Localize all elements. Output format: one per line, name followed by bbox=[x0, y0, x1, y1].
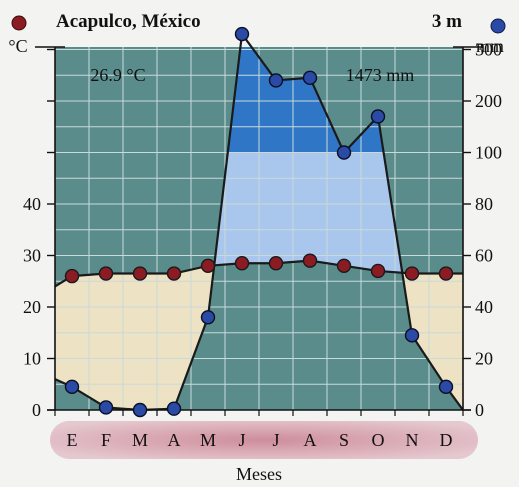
left-tick-label: 30 bbox=[23, 246, 41, 266]
left-tick-label: 40 bbox=[23, 194, 41, 214]
precipitation-point bbox=[438, 379, 454, 395]
precipitation-point bbox=[234, 26, 250, 42]
chart-title: Acapulco, México bbox=[56, 11, 201, 32]
temperature-point bbox=[302, 253, 318, 268]
precipitation-point bbox=[336, 145, 352, 160]
temperature-point bbox=[336, 258, 352, 273]
temperature-point bbox=[132, 266, 148, 281]
precipitation-legend-dot bbox=[490, 18, 506, 34]
temperature-point bbox=[98, 266, 114, 281]
precipitation-point bbox=[166, 401, 182, 416]
precipitation-unit: mm bbox=[476, 36, 504, 56]
annual-temperature: 26.9 °C bbox=[90, 65, 145, 85]
temperature-point bbox=[438, 266, 454, 281]
right-tick-label: 60 bbox=[475, 246, 493, 266]
month-label: E bbox=[67, 430, 78, 450]
right-tick-label: 0 bbox=[475, 400, 484, 420]
month-label: J bbox=[238, 430, 245, 450]
month-label: S bbox=[339, 430, 349, 450]
precipitation-point bbox=[370, 109, 386, 124]
left-tick-label: 20 bbox=[23, 297, 41, 317]
temperature-point bbox=[200, 258, 216, 273]
annual-precipitation: 1473 mm bbox=[346, 65, 415, 85]
grid bbox=[55, 47, 463, 410]
right-tick-label: 40 bbox=[475, 297, 493, 317]
temperature-point bbox=[268, 256, 284, 271]
month-label: F bbox=[101, 430, 111, 450]
precipitation-point bbox=[200, 310, 216, 325]
altitude-label: 3 m bbox=[432, 11, 462, 32]
month-label: A bbox=[304, 430, 317, 450]
month-label: J bbox=[272, 430, 279, 450]
right-tick-label: 20 bbox=[475, 349, 493, 369]
precipitation-point bbox=[268, 73, 284, 88]
precipitation-point bbox=[132, 402, 148, 418]
right-tick-label: 80 bbox=[475, 194, 493, 214]
temperature-legend-dot bbox=[11, 15, 27, 31]
precipitation-point bbox=[64, 379, 80, 395]
precipitation-point bbox=[404, 328, 420, 343]
temperature-point bbox=[370, 263, 386, 279]
month-label: M bbox=[200, 430, 216, 450]
month-label: O bbox=[372, 430, 385, 450]
month-label: M bbox=[132, 430, 148, 450]
temperature-point bbox=[404, 266, 420, 281]
temperature-point bbox=[64, 268, 80, 284]
left-tick-label: 10 bbox=[23, 349, 41, 369]
temperature-point bbox=[234, 256, 250, 271]
temperature-point bbox=[166, 266, 182, 281]
right-tick-label: 100 bbox=[475, 143, 502, 163]
month-label: A bbox=[168, 430, 181, 450]
precipitation-point bbox=[98, 400, 114, 415]
left-tick-label: 0 bbox=[32, 400, 41, 420]
right-tick-label: 200 bbox=[475, 91, 502, 111]
right-tick-label: 300 bbox=[475, 40, 502, 60]
temperature-unit: °C bbox=[8, 36, 27, 56]
month-label: D bbox=[440, 430, 453, 450]
series-points bbox=[64, 26, 454, 418]
month-label: N bbox=[406, 430, 419, 450]
x-axis-label: Meses bbox=[236, 464, 282, 484]
axes: 0 10 20 30 40 0 20 40 60 80 100 200 300 bbox=[23, 40, 502, 421]
month-band bbox=[50, 421, 478, 459]
precipitation-point bbox=[302, 70, 318, 86]
